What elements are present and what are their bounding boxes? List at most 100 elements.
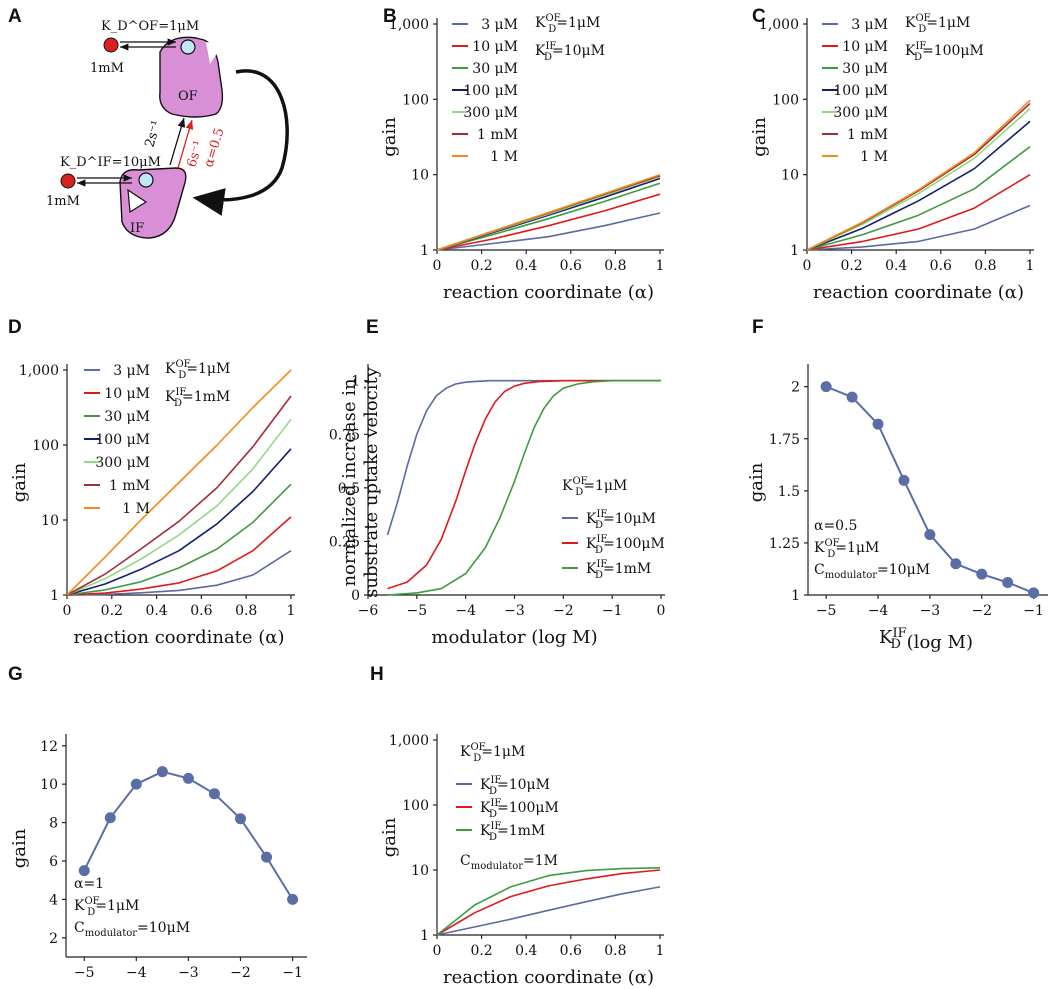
y-tick-label: 1.5 — [778, 484, 800, 500]
x-tick-label: −3 — [504, 603, 525, 619]
legend-label: 100 μM — [95, 432, 150, 448]
schematic-panel-a: A OF IF 1mM 1mM K_D^OF=1μM K_D^IF=10μM 2… — [8, 6, 289, 239]
series-line-4 — [806, 108, 1031, 251]
y-axis-label: gain — [379, 117, 400, 157]
y-axis-label: substrate uptake velocity — [361, 366, 382, 598]
series-line-3 — [806, 120, 1031, 251]
data-point — [976, 568, 988, 580]
y-tick-label: 1,000 — [389, 733, 429, 749]
ligand-top-conc: 1mM — [90, 61, 124, 76]
legend-label: 3 μM — [851, 17, 888, 33]
x-tick-label: −1 — [602, 603, 623, 619]
x-tick-label: −2 — [230, 965, 251, 981]
y-axis-label: gain — [746, 462, 767, 502]
series-line-1 — [66, 516, 292, 596]
data-point — [846, 391, 858, 403]
annotation-text: KOF D=1μM — [814, 538, 879, 560]
panel-label-d: D — [8, 317, 22, 338]
x-tick-label: 0.2 — [470, 943, 492, 959]
series-line-6 — [66, 369, 292, 596]
series-line-2 — [66, 483, 292, 596]
legend-label: 3 μM — [481, 17, 518, 33]
chart-panel-f: F −5 −4 −3 −2 −1 1 1.25 1.5 1.75 2 KIF D (log M) gain… — [746, 317, 1048, 653]
x-tick-label: −1 — [282, 965, 303, 981]
series-line-5 — [806, 102, 1031, 251]
protein-if-shape — [119, 167, 187, 239]
legend-label: 100 μM — [463, 83, 518, 99]
x-tick-label: 0.4 — [515, 258, 537, 274]
x-tick-label: 0.2 — [101, 603, 123, 619]
y-tick-label: 1 — [420, 928, 429, 944]
x-axis-label: reaction coordinate (α) — [74, 627, 285, 648]
state-if-label: IF — [130, 221, 144, 236]
legend-label: 3 μM — [113, 363, 150, 379]
x-tick-label: 0.6 — [560, 258, 582, 274]
panel-label-b: B — [383, 6, 397, 27]
annotation-text: α=0.5 — [814, 518, 857, 534]
legend-label: 30 μM — [104, 409, 150, 425]
series-line-0 — [436, 212, 661, 251]
legend-label: 1 mM — [477, 127, 518, 143]
x-tick-label: 0.2 — [470, 258, 492, 274]
panel-label-c: C — [752, 6, 766, 27]
x-tick-label: 0 — [63, 603, 72, 619]
legend-label: KIF D=100μM — [586, 534, 665, 556]
y-tick-label: 1,000 — [759, 17, 799, 33]
legend-label: KIF D=10μM — [586, 509, 656, 531]
y-tick-label: 12 — [40, 739, 58, 755]
x-tick-label: 1 — [287, 603, 296, 619]
data-point — [156, 766, 168, 778]
kd-if-label: K_D^IF=10μM — [60, 155, 161, 170]
chart-panel-e: E −6 −5 −4 −3 −2 −1 0 0 0.25 0.5 0.75 1 modulator (lo… — [329, 317, 666, 648]
series-line-2 — [436, 867, 661, 936]
data-point — [950, 558, 962, 570]
x-tick-label: 0.8 — [604, 258, 626, 274]
protein-of-shape — [159, 36, 224, 118]
legend-label: 10 μM — [472, 39, 518, 55]
annotation-text: α=1 — [74, 876, 104, 892]
y-tick-label: 1,000 — [19, 363, 59, 379]
x-tick-label: 0.4 — [885, 258, 907, 274]
y-axis-label: gain — [379, 817, 400, 857]
rate-arrow-red — [177, 119, 194, 169]
y-tick-label: 10 — [411, 863, 429, 879]
x-tick-label: −6 — [358, 603, 379, 619]
x-tick-label: 1 — [656, 258, 665, 274]
kd-of-label: K_D^OF=1μM — [101, 19, 199, 34]
legend-label: KIF D=10μM — [480, 775, 550, 797]
x-tick-label: 0.8 — [235, 603, 257, 619]
x-tick-label: 0.2 — [840, 258, 862, 274]
y-tick-label: 1 — [790, 243, 799, 259]
series-line-5 — [66, 395, 292, 596]
x-tick-label: 0.6 — [190, 603, 212, 619]
chart-panel-g: G−5−4−3−2−124681012KIFD (log M)gainα=1KO… — [8, 664, 307, 989]
rate-left-label: 2s⁻¹ — [142, 119, 164, 149]
chart-panel-b: B 0 0.2 0.4 0.6 0.8 1 1 10 100 1,000 reaction coord… — [379, 6, 664, 303]
x-axis-label: reaction coordinate (α) — [443, 282, 654, 303]
y-tick-label: 4 — [49, 892, 58, 908]
data-point — [182, 772, 194, 784]
data-point — [130, 778, 142, 790]
series-line-0 — [806, 204, 1031, 251]
data-point — [208, 788, 220, 800]
series-line-0 — [66, 550, 292, 596]
y-tick-label: 10 — [41, 513, 59, 529]
binding-site-of — [180, 39, 196, 55]
annotation-text: KOF D=1μM — [460, 742, 525, 764]
legend-label: KIF D=1mM — [586, 559, 651, 581]
x-tick-label: 0.6 — [930, 258, 952, 274]
legend-label: 30 μM — [842, 61, 888, 77]
x-tick-label: −1 — [1023, 603, 1044, 619]
x-tick-label: 0.4 — [515, 943, 537, 959]
x-axis-label: reaction coordinate (α) — [813, 282, 1024, 303]
panel-label-h: H — [370, 664, 384, 685]
x-tick-label: 0.4 — [145, 603, 167, 619]
x-tick-label: −4 — [126, 965, 147, 981]
ligand-bottom-conc: 1mM — [46, 194, 80, 209]
chart-panel-h: H 0 0.2 0.4 0.6 0.8 1 1 10 100 1,000 reaction coord… — [370, 664, 664, 988]
y-tick-label: 1 — [351, 374, 360, 390]
legend-label: 100 μM — [833, 83, 888, 99]
